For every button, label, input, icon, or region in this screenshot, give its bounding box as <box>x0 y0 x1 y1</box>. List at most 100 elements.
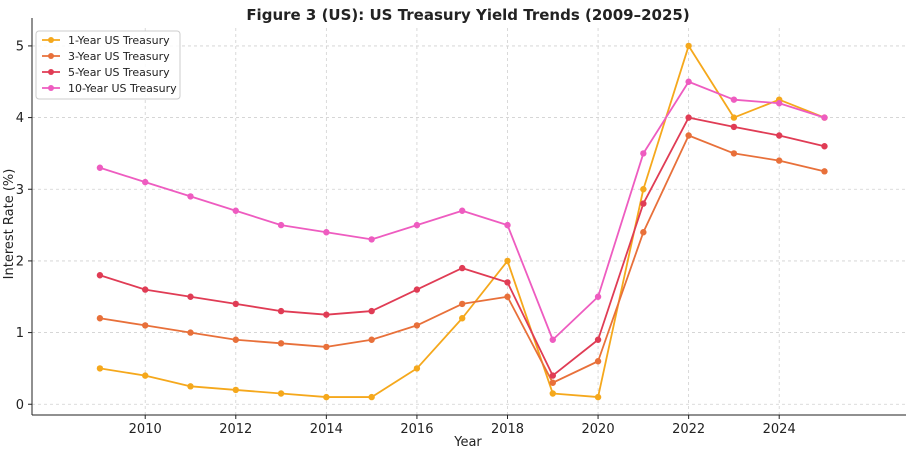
data-point <box>776 132 783 139</box>
data-point <box>277 340 285 347</box>
data-point <box>368 236 375 243</box>
data-point <box>821 114 828 121</box>
data-point <box>323 311 330 318</box>
legend-item: 1-Year US Treasury <box>42 34 170 47</box>
y-tick-label: 3 <box>16 183 24 198</box>
data-point <box>821 168 828 175</box>
data-point <box>549 336 556 343</box>
data-point <box>594 358 602 365</box>
data-point <box>413 365 421 372</box>
legend-swatch-marker <box>48 53 54 59</box>
data-point <box>730 96 738 103</box>
data-point <box>277 221 285 229</box>
data-point <box>730 150 738 157</box>
y-tick-label: 0 <box>16 398 24 413</box>
data-point <box>594 336 602 343</box>
data-point <box>549 379 556 386</box>
x-tick-label: 2022 <box>672 422 705 437</box>
data-point <box>594 293 602 300</box>
data-point <box>232 386 239 394</box>
data-point <box>776 100 783 107</box>
data-point <box>368 336 375 343</box>
legend-label: 1-Year US Treasury <box>68 34 170 47</box>
data-point <box>142 286 149 293</box>
data-point <box>323 393 330 401</box>
data-point <box>96 272 104 279</box>
data-point <box>594 393 602 401</box>
x-tick-label: 2016 <box>400 422 433 437</box>
data-point <box>277 307 285 315</box>
series-line <box>99 45 825 398</box>
data-point <box>187 293 194 300</box>
data-point <box>413 286 421 293</box>
data-point <box>640 229 647 236</box>
data-point <box>459 300 466 308</box>
series-1 <box>96 42 828 401</box>
y-tick-label: 1 <box>16 326 24 341</box>
data-point <box>413 221 421 229</box>
data-point <box>504 257 511 265</box>
data-point <box>413 322 421 329</box>
series-layer <box>96 42 828 401</box>
data-point <box>640 200 647 207</box>
data-point <box>730 123 738 131</box>
data-point <box>685 42 692 50</box>
data-point <box>549 372 556 379</box>
data-point <box>142 178 149 186</box>
data-point <box>96 365 104 372</box>
legend-swatch-marker <box>48 85 54 91</box>
data-point <box>368 393 375 401</box>
series-line <box>99 134 825 384</box>
data-point <box>459 315 466 322</box>
legend-box <box>35 30 181 100</box>
legend-swatch-marker <box>48 37 54 43</box>
data-point <box>323 229 330 236</box>
data-point <box>459 264 466 272</box>
data-point <box>368 307 375 315</box>
data-point <box>730 114 738 121</box>
chart-title: Figure 3 (US): US Treasury Yield Trends … <box>246 6 689 24</box>
series-4 <box>96 78 828 343</box>
x-tick-label: 2018 <box>491 422 524 437</box>
legend-item: 5-Year US Treasury <box>42 66 170 79</box>
x-tick-label: 2012 <box>219 422 252 437</box>
data-point <box>459 207 466 214</box>
legend-item: 10-Year US Treasury <box>42 82 177 95</box>
legend: 1-Year US Treasury 3-Year US Treasury 5-Ye… <box>35 30 181 100</box>
legend-label: 5-Year US Treasury <box>68 66 170 79</box>
data-point <box>685 114 692 121</box>
data-point <box>504 279 511 286</box>
series-3 <box>96 114 828 379</box>
data-point <box>232 300 239 308</box>
data-point <box>549 390 556 397</box>
y-tick-label: 5 <box>16 39 24 54</box>
data-point <box>640 150 647 157</box>
data-point <box>504 221 511 229</box>
data-point <box>776 157 783 164</box>
y-axis-label: Interest Rate (%) <box>2 169 17 280</box>
data-point <box>96 315 104 322</box>
data-point <box>187 383 194 390</box>
y-tick-label: 4 <box>16 111 24 126</box>
data-point <box>640 186 647 193</box>
data-point <box>685 132 692 139</box>
legend-label: 3-Year US Treasury <box>68 50 170 63</box>
legend-item: 3-Year US Treasury <box>42 50 170 63</box>
legend-swatch-marker <box>48 69 54 75</box>
series-2 <box>96 132 828 386</box>
data-point <box>277 390 285 397</box>
x-tick-label: 2010 <box>129 422 162 437</box>
series-line <box>99 116 825 377</box>
data-point <box>504 293 511 300</box>
data-point <box>232 336 239 343</box>
data-point <box>187 193 194 200</box>
data-point <box>96 164 104 171</box>
y-tick-label: 2 <box>16 254 24 269</box>
tick-labels: 2010 2012 2014 2016 2018 2020 2022 2024 0 1 2 3 4 5 <box>16 39 796 437</box>
axes <box>28 18 906 419</box>
x-tick-label: 2020 <box>582 422 615 437</box>
data-point <box>187 329 194 336</box>
data-point <box>142 322 149 329</box>
